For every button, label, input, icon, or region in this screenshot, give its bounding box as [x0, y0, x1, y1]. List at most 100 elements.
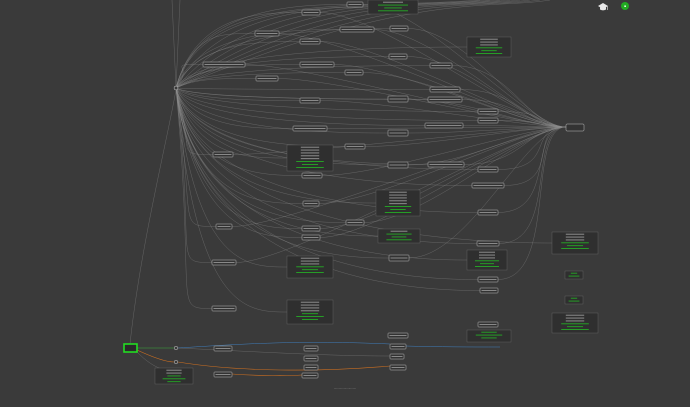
- graph-node-label-placeholder: [303, 228, 319, 229]
- root-hub-node[interactable]: [173, 85, 179, 91]
- selected-start-node[interactable]: [123, 343, 138, 353]
- graph-group-line-placeholder: [565, 233, 585, 235]
- graph-group-line-placeholder: [300, 310, 320, 312]
- graph-group-line-placeholder: [300, 158, 320, 160]
- graph-node-label-placeholder: [305, 367, 317, 368]
- graph-node-label-placeholder: [304, 203, 318, 204]
- status-button[interactable]: ▪: [621, 2, 629, 10]
- graph-group-line-placeholder: [389, 197, 407, 199]
- graph-node-label-placeholder: [389, 98, 407, 100]
- graph-group-line-placeholder: [300, 301, 320, 303]
- graph-group-line-placeholder: [475, 266, 499, 267]
- graph-group-line-placeholder: [480, 44, 498, 46]
- graph-node-label-placeholder: [479, 324, 497, 325]
- graph-group-line-placeholder: [386, 233, 412, 235]
- graph-node-label-placeholder: [429, 99, 461, 100]
- graph-group-line-placeholder: [565, 239, 585, 241]
- graph-group-line-placeholder: [565, 320, 585, 322]
- graph-group-node[interactable]: [564, 270, 584, 280]
- graph-node-label-placeholder: [346, 72, 362, 73]
- graph-group-node[interactable]: [564, 295, 584, 305]
- graph-node-label-placeholder: [215, 374, 231, 375]
- lower-hub-node-2[interactable]: [173, 359, 179, 365]
- graph-group-line-placeholder: [386, 239, 412, 241]
- graph-group-line-placeholder: [383, 1, 403, 3]
- graph-node-label-placeholder: [305, 358, 317, 359]
- graph-group-line-placeholder: [300, 307, 320, 309]
- graph-group-line-placeholder: [481, 331, 497, 333]
- graph-group-node[interactable]: [466, 329, 512, 343]
- graph-group-line-placeholder: [475, 47, 503, 49]
- graph-node-label-placeholder: [305, 348, 317, 349]
- graph-node-label-placeholder: [431, 89, 459, 90]
- graph-group-line-placeholder: [384, 7, 402, 9]
- graph-group-line-placeholder: [479, 254, 495, 256]
- graph-node-label-placeholder: [347, 222, 363, 223]
- graph-node-label-placeholder: [303, 375, 317, 376]
- graph-node-label-placeholder: [473, 185, 503, 186]
- graph-group-line-placeholder: [561, 329, 589, 330]
- graph-node-label-placeholder: [391, 346, 405, 347]
- graph-group-line-placeholder: [389, 203, 407, 205]
- graph-group-line-placeholder: [300, 263, 320, 265]
- graph-group-line-placeholder: [389, 200, 407, 202]
- graph-node-label-placeholder: [303, 237, 319, 238]
- graph-group-line-placeholder: [384, 212, 412, 213]
- status-dot-icon: [621, 2, 629, 10]
- graph-group-node[interactable]: [466, 36, 512, 58]
- graph-group-line-placeholder: [378, 4, 408, 6]
- graph-group-node[interactable]: [466, 249, 508, 271]
- graph-group-line-placeholder: [479, 251, 495, 253]
- graph-group-line-placeholder: [480, 41, 498, 43]
- graph-node-label-placeholder: [301, 100, 319, 101]
- graph-group-line-placeholder: [390, 230, 408, 232]
- graph-node-label-placeholder: [389, 335, 407, 336]
- graph-group-line-placeholder: [565, 317, 585, 319]
- graph-node-label-placeholder: [204, 64, 244, 65]
- right-hub-node[interactable]: [565, 123, 585, 132]
- graph-group-line-placeholder: [167, 375, 181, 377]
- graduation-cap-icon: [598, 3, 608, 11]
- graph-group-line-placeholder: [300, 149, 320, 151]
- graph-group-node[interactable]: [551, 312, 599, 334]
- graph-group-node[interactable]: [286, 299, 334, 325]
- graph-node-label-placeholder: [257, 78, 277, 79]
- graph-group-line-placeholder: [162, 378, 186, 380]
- graph-group-line-placeholder: [475, 334, 503, 336]
- graph-group-line-placeholder: [561, 248, 589, 249]
- graph-group-line-placeholder: [475, 260, 499, 262]
- graph-group-line-placeholder: [301, 164, 319, 165]
- graph-group-line-placeholder: [296, 167, 324, 168]
- graph-node-label-placeholder: [303, 175, 321, 176]
- graph-node-label-placeholder: [431, 65, 451, 66]
- graph-group-line-placeholder: [565, 314, 585, 316]
- graph-nodes: [154, 0, 599, 385]
- graph-node-label-placeholder: [391, 28, 407, 29]
- graph-group-line-placeholder: [479, 257, 495, 259]
- graph-node-label-placeholder: [429, 164, 463, 165]
- graph-node-label-placeholder: [390, 257, 408, 259]
- graph-group-line-placeholder: [296, 272, 324, 273]
- graph-node-label-placeholder: [301, 41, 319, 42]
- graph-group-line-placeholder: [481, 337, 497, 339]
- graph-node-label-placeholder: [479, 120, 497, 121]
- graph-group-line-placeholder: [166, 372, 182, 374]
- graph-node-label-placeholder: [391, 367, 405, 368]
- graph-group-line-placeholder: [568, 300, 580, 302]
- graph-node-label-placeholder: [348, 4, 362, 5]
- graph-group-line-placeholder: [300, 146, 320, 148]
- graph-node-label-placeholder: [301, 64, 333, 65]
- graph-group-line-placeholder: [570, 297, 578, 299]
- graph-node-label-placeholder: [213, 308, 235, 309]
- graph-group-line-placeholder: [561, 323, 589, 325]
- graph-group-node[interactable]: [375, 189, 421, 217]
- graph-group-node[interactable]: [286, 144, 334, 172]
- graph-node-label-placeholder: [215, 348, 231, 349]
- graph-group-line-placeholder: [570, 272, 578, 274]
- learn-button[interactable]: [598, 3, 608, 11]
- lower-hub-node-1[interactable]: [173, 345, 179, 351]
- graph-node-label-placeholder: [479, 111, 497, 112]
- svg-text:▪: ▪: [624, 4, 626, 8]
- graph-node-label-placeholder: [389, 132, 407, 134]
